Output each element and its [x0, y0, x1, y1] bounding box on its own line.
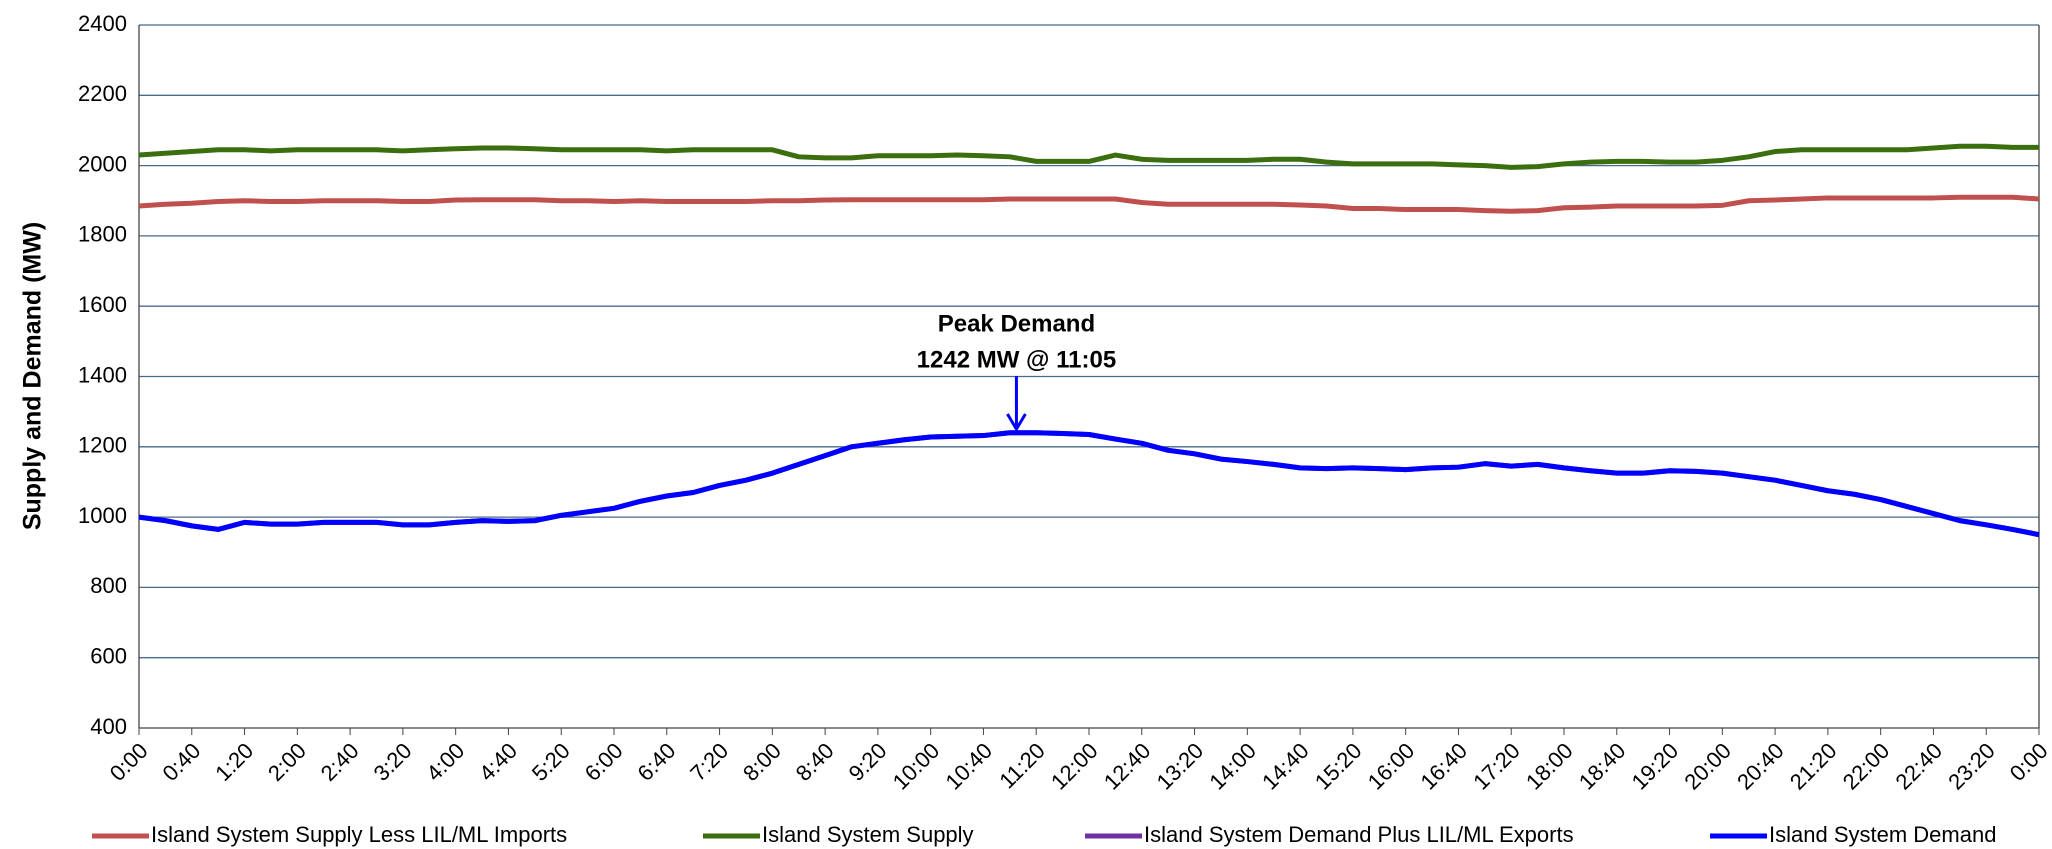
x-tick-label: 6:40	[632, 738, 680, 786]
x-tick-label: 0:00	[105, 738, 153, 786]
x-tick-label: 16:00	[1363, 738, 1420, 795]
x-tick-label: 8:40	[791, 738, 839, 786]
x-tick-label: 23:20	[1943, 738, 2000, 795]
x-tick-label: 21:20	[1785, 738, 1842, 795]
x-tick-label: 20:40	[1732, 738, 1789, 795]
x-tick-label: 13:20	[1152, 738, 1209, 795]
y-tick-label: 2400	[78, 11, 127, 36]
x-tick-label: 4:00	[421, 738, 469, 786]
x-tick-label: 14:40	[1257, 738, 1314, 795]
annotation-arrowhead	[1006, 413, 1027, 432]
y-tick-label: 1000	[78, 503, 127, 528]
annotation-text: Peak Demand	[938, 310, 1095, 337]
x-tick-label: 0:00	[2005, 738, 2052, 786]
x-tick-label: 9:20	[844, 738, 892, 786]
x-tick-label: 11:20	[994, 738, 1049, 793]
x-tick-label: 7:20	[685, 738, 733, 786]
x-tick-label: 22:40	[1890, 738, 1947, 795]
x-tick-label: 14:00	[1204, 738, 1261, 795]
x-tick-label: 8:00	[738, 738, 786, 786]
y-tick-label: 400	[90, 714, 127, 739]
y-tick-label: 800	[90, 573, 127, 598]
y-tick-label: 2000	[78, 151, 127, 176]
y-tick-label: 1600	[78, 292, 127, 317]
x-tick-label: 12:00	[1046, 738, 1103, 795]
x-tick-label: 2:00	[263, 738, 311, 786]
x-tick-label: 17:20	[1468, 738, 1525, 795]
x-tick-label: 10:00	[888, 738, 945, 795]
series-line	[138, 194, 2040, 214]
y-axis-title: Supply and Demand (MW)	[19, 222, 47, 530]
x-tick-label: 2:40	[316, 738, 364, 786]
x-tick-label: 18:40	[1574, 738, 1631, 795]
y-tick-label: 2200	[78, 81, 127, 106]
x-tick-label: 18:00	[1521, 738, 1578, 795]
legend-label: Island System Supply Less LIL/ML Imports	[151, 822, 567, 847]
series-line	[138, 430, 2040, 538]
x-tick-label: 20:00	[1679, 738, 1736, 795]
y-tick-label: 1800	[78, 222, 127, 247]
x-tick-label: 1:20	[210, 738, 258, 786]
annotation-text: 1242 MW @ 11:05	[917, 346, 1117, 373]
x-tick-label: 15:20	[1310, 738, 1367, 795]
x-tick-label: 0:40	[157, 738, 205, 786]
series-line	[138, 430, 2040, 538]
legend-label: Island System Supply	[762, 822, 974, 847]
x-tick-label: 19:20	[1627, 738, 1684, 795]
x-tick-label: 4:40	[474, 738, 522, 786]
x-tick-label: 10:40	[940, 738, 997, 795]
y-tick-label: 1400	[78, 362, 127, 387]
x-tick-label: 6:00	[580, 738, 628, 786]
x-tick-label: 5:20	[527, 738, 575, 786]
series-line	[138, 143, 2039, 170]
x-tick-label: 12:40	[1099, 738, 1156, 795]
x-tick-label: 16:40	[1415, 738, 1472, 795]
x-tick-label: 22:00	[1838, 738, 1895, 795]
legend-label: Island System Demand Plus LIL/ML Exports	[1144, 822, 1574, 847]
y-tick-label: 600	[90, 644, 127, 669]
y-tick-label: 1200	[78, 433, 127, 458]
x-tick-label: 3:20	[369, 738, 417, 786]
legend-label: Island System Demand	[1769, 822, 1996, 847]
